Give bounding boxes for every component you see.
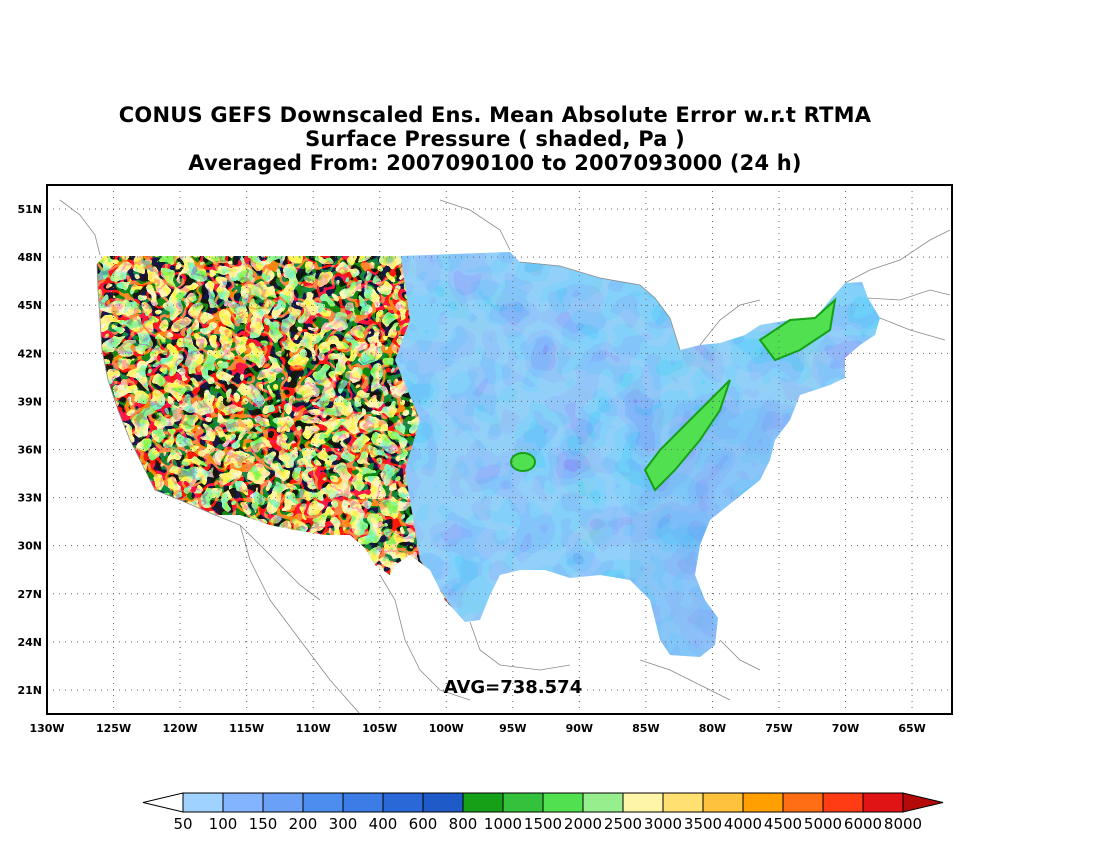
colorbar-label: 6000 bbox=[844, 815, 882, 833]
colorbar-label: 2000 bbox=[564, 815, 602, 833]
colorbar-box bbox=[302, 792, 344, 813]
title-line-2: Surface Pressure ( shaded, Pa ) bbox=[305, 127, 685, 151]
colorbar-label: 150 bbox=[249, 815, 278, 833]
colorbar: 50 100 150 200 300 400 600 800 1000 1500 2000 2500 3… bbox=[142, 792, 944, 833]
colorbar-label: 4000 bbox=[724, 815, 762, 833]
colorbar-box bbox=[382, 792, 424, 813]
colorbar-label: 600 bbox=[409, 815, 438, 833]
lon-tick-label: 120W bbox=[163, 722, 198, 735]
lat-tick-label: 42N bbox=[17, 347, 42, 360]
colorbar-box bbox=[622, 792, 664, 813]
lon-tick-label: 75W bbox=[765, 722, 792, 735]
map-outlines bbox=[59, 199, 951, 714]
colorbar-box bbox=[862, 792, 904, 813]
lat-tick-label: 30N bbox=[17, 540, 42, 553]
lon-tick-label: 65W bbox=[898, 722, 925, 735]
colorbar-box bbox=[262, 792, 304, 813]
colorbar-label: 1000 bbox=[484, 815, 522, 833]
lat-tick-label: 27N bbox=[17, 588, 42, 601]
colorbar-box bbox=[422, 792, 464, 813]
colorbar-box bbox=[542, 792, 584, 813]
colorbar-box bbox=[342, 792, 384, 813]
lat-tick-label: 48N bbox=[17, 251, 42, 264]
colorbar-label: 800 bbox=[449, 815, 478, 833]
colorbar-label: 3000 bbox=[644, 815, 682, 833]
grid-lines bbox=[47, 185, 952, 714]
lat-tick-labels: 51N 48N 45N 42N 39N 36N 33N 30N 27N 24N 21N bbox=[17, 203, 42, 697]
colorbar-upper-triangle bbox=[902, 792, 944, 813]
colorbar-lower-triangle bbox=[142, 792, 184, 813]
colorbar-label: 4500 bbox=[764, 815, 802, 833]
colorbar-box bbox=[462, 792, 504, 813]
colorbar-box bbox=[742, 792, 784, 813]
title-line-3: Averaged From: 2007090100 to 2007093000 … bbox=[188, 151, 802, 175]
lat-tick-label: 36N bbox=[17, 444, 42, 457]
lon-tick-label: 70W bbox=[832, 722, 859, 735]
colorbar-label: 400 bbox=[369, 815, 398, 833]
lon-tick-label: 95W bbox=[499, 722, 526, 735]
colorbar-label: 100 bbox=[209, 815, 238, 833]
colorbar-box bbox=[782, 792, 824, 813]
lon-tick-label: 85W bbox=[632, 722, 659, 735]
lon-tick-label: 125W bbox=[96, 722, 131, 735]
lat-tick-label: 33N bbox=[17, 492, 42, 505]
lon-tick-label: 130W bbox=[29, 722, 64, 735]
colorbar-box bbox=[582, 792, 624, 813]
colorbar-label: 2500 bbox=[604, 815, 642, 833]
colorbar-box bbox=[822, 792, 864, 813]
colorbar-label: 300 bbox=[329, 815, 358, 833]
colorbar-box bbox=[182, 792, 224, 813]
lon-tick-label: 90W bbox=[566, 722, 593, 735]
lat-tick-label: 39N bbox=[17, 395, 42, 408]
ozark-spot bbox=[510, 452, 536, 472]
lon-tick-label: 80W bbox=[699, 722, 726, 735]
plot-frame bbox=[46, 184, 953, 715]
colorbar-box bbox=[222, 792, 264, 813]
title-line-1: CONUS GEFS Downscaled Ens. Mean Absolute… bbox=[118, 103, 872, 127]
northeast-band bbox=[758, 297, 837, 362]
colorbar-label: 8000 bbox=[884, 815, 922, 833]
lon-tick-label: 100W bbox=[429, 722, 464, 735]
colorbar-label: 1500 bbox=[524, 815, 562, 833]
lat-tick-label: 21N bbox=[17, 684, 42, 697]
avg-annotation: AVG=738.574 bbox=[444, 677, 582, 698]
colorbar-label: 50 bbox=[173, 815, 192, 833]
colorbar-box bbox=[502, 792, 544, 813]
lat-tick-label: 51N bbox=[17, 203, 42, 216]
lon-tick-label: 115W bbox=[229, 722, 264, 735]
colorbar-label: 5000 bbox=[804, 815, 842, 833]
lat-tick-label: 24N bbox=[17, 636, 42, 649]
colorbar-label: 200 bbox=[289, 815, 318, 833]
lon-tick-labels: 130W 125W 120W 115W 110W 105W 100W 95W 90W 85W 80W… bbox=[29, 722, 925, 735]
colorbar-box bbox=[702, 792, 744, 813]
lon-tick-label: 110W bbox=[296, 722, 331, 735]
lon-tick-label: 105W bbox=[362, 722, 397, 735]
colorbar-label: 3500 bbox=[684, 815, 722, 833]
appalachian-band bbox=[643, 379, 731, 492]
lat-tick-label: 45N bbox=[17, 299, 42, 312]
colorbar-box bbox=[662, 792, 704, 813]
